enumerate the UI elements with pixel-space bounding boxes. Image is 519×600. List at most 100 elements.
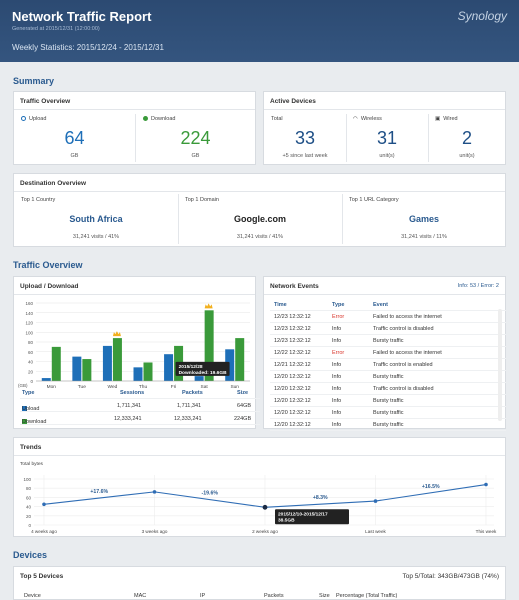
- devices-table-header: Device MAC IP Packets Size Percentage (T…: [14, 593, 507, 600]
- table-row: 12/20 12:32:12 Info Bursty traffic: [270, 407, 506, 419]
- bar-upload-sun: [225, 349, 235, 381]
- x-tick-label: Wed: [108, 384, 118, 390]
- trend-point: [262, 504, 268, 510]
- active-devices-title: Active Devices: [270, 98, 316, 105]
- bar-tooltip-date: 2015/12/28: [179, 364, 203, 370]
- event-type: Info: [332, 398, 342, 404]
- traffic-overview-panel: Traffic Overview Upload 64 GB Download 2…: [13, 91, 256, 165]
- ev-th-time[interactable]: Time: [274, 302, 287, 308]
- event-type: Info: [332, 422, 342, 428]
- table-row: 12/20 12:32:12 Info Bursty traffic: [270, 419, 506, 431]
- trend-change-label: -19.6%: [202, 491, 219, 497]
- active-devices-panel: Active Devices Total 33 +5 since last we…: [263, 91, 506, 165]
- table-row: 12/20 12:32:12 Info Bursty traffic: [270, 371, 506, 383]
- row-type: Upload: [22, 406, 40, 412]
- event-desc: Bursty traffic: [373, 410, 404, 416]
- traffic-table-header: Type Sessions Packets Size: [20, 387, 260, 399]
- row-size: 224GB: [234, 416, 252, 422]
- trend-point: [484, 482, 488, 487]
- y-tick-label: 100: [23, 477, 31, 482]
- wireless-label-wrap: ◠ Wireless: [353, 116, 382, 122]
- y-axis-label: (GB): [18, 383, 28, 388]
- traffic-section-title: Traffic Overview: [13, 260, 83, 270]
- wireless-value: 31: [376, 128, 398, 148]
- network-events-title: Network Events: [270, 283, 319, 290]
- wired-value: 2: [461, 128, 472, 148]
- dev-th-size: Size: [319, 593, 330, 599]
- event-desc: Bursty traffic: [373, 338, 404, 344]
- event-type: Info: [332, 338, 342, 344]
- x-tick-label: Sun: [230, 384, 239, 390]
- bar-download-tue: [82, 359, 92, 381]
- bar-upload-thu: [133, 367, 143, 381]
- row-packets: 12,333,241: [174, 416, 202, 422]
- upload-icon: [21, 116, 26, 121]
- y-tick-label: 100: [25, 330, 33, 335]
- wifi-icon: ◠: [353, 116, 358, 122]
- upload-download-title: Upload / Download: [20, 283, 79, 290]
- events-scrollbar[interactable]: [498, 309, 502, 421]
- bar-download-sun: [235, 338, 245, 381]
- table-row: 12/20 12:32:12 Info Bursty traffic: [270, 395, 506, 407]
- wired-unit: unit(s): [459, 153, 475, 159]
- bar-download-mon: [51, 346, 61, 381]
- table-row: 12/20 12:32:12 Info Traffic control is dis…: [270, 383, 506, 395]
- trend-point: [42, 502, 46, 507]
- upload-value: 64: [64, 128, 85, 148]
- wired-label: Wired: [443, 116, 458, 122]
- row-sessions: 1,711,341: [117, 403, 142, 409]
- upload-swatch-icon: [22, 406, 27, 411]
- trend-point: [152, 490, 157, 494]
- summary-section-title: Summary: [13, 76, 55, 86]
- y-tick-label: 60: [28, 350, 34, 355]
- bar-tooltip-value: Downloaded: 19.6GB: [179, 370, 228, 376]
- event-time: 12/20 12:32:12: [274, 374, 311, 380]
- bar-download-thu: [143, 362, 153, 381]
- destination-overview-title: Destination Overview: [20, 180, 87, 187]
- bar-upload-sat: [194, 376, 204, 381]
- download-label-wrap: Download: [143, 116, 175, 122]
- row-sessions: 12,333,241: [114, 416, 142, 422]
- y-tick-label: 80: [26, 486, 32, 491]
- event-time: 12/21 12:32:12: [274, 362, 311, 368]
- bar-upload-fri: [164, 354, 174, 381]
- top-url-value: Games: [408, 214, 440, 224]
- wireless-unit: unit(s): [379, 153, 395, 159]
- top-domain-visits: 31,241 visits / 41%: [236, 234, 284, 240]
- upload-unit: GB: [70, 153, 79, 159]
- row-size: 64GB: [237, 403, 252, 409]
- report-title: Network Traffic Report: [12, 9, 152, 24]
- brand-logo: Synology: [457, 9, 507, 23]
- x-tick-label: Fri: [171, 384, 177, 390]
- crown-icon: [112, 331, 121, 337]
- y-axis-label: Total bytes: [20, 461, 44, 467]
- y-tick-label: 140: [25, 311, 33, 316]
- event-type: Error: [332, 314, 345, 320]
- top-domain-value: Google.com: [233, 214, 286, 224]
- top-devices-panel: Top 5 Devices Top 5/Total: 343GB/473GB (…: [13, 566, 506, 600]
- trends-title: Trends: [20, 444, 42, 451]
- event-type: Info: [332, 410, 342, 416]
- traffic-overview-title: Traffic Overview: [20, 98, 71, 105]
- event-desc: Bursty traffic: [373, 422, 404, 428]
- th-sessions: Sessions: [120, 390, 145, 396]
- y-tick-label: 160: [25, 301, 33, 306]
- devices-section-title: Devices: [13, 550, 48, 560]
- event-type: Info: [332, 374, 342, 380]
- dev-th-percentage[interactable]: Percentage (Total Traffic): [336, 593, 398, 599]
- event-desc: Traffic control is enabled: [373, 362, 433, 368]
- y-tick-label: 20: [26, 514, 32, 519]
- x-tick-label: Sat: [201, 384, 209, 390]
- trend-change-label: +16.5%: [422, 484, 440, 490]
- table-row: 12/23 12:32:12 Info Bursty traffic: [270, 335, 506, 347]
- total-label: Total: [271, 116, 283, 122]
- y-tick-label: 40: [28, 360, 34, 365]
- dev-th-device: Device: [24, 593, 41, 599]
- event-time: 12/23 12:32:12: [274, 314, 311, 320]
- table-row: 12/21 12:32:12 Info Traffic control is ena…: [270, 359, 506, 371]
- y-tick-label: 0: [30, 379, 33, 384]
- x-tick-label: 4 weeks ago: [31, 529, 57, 534]
- wired-icon: ▣: [435, 116, 441, 122]
- y-tick-label: 60: [26, 495, 32, 500]
- trend-tooltip-value: 38.5GB: [278, 517, 295, 523]
